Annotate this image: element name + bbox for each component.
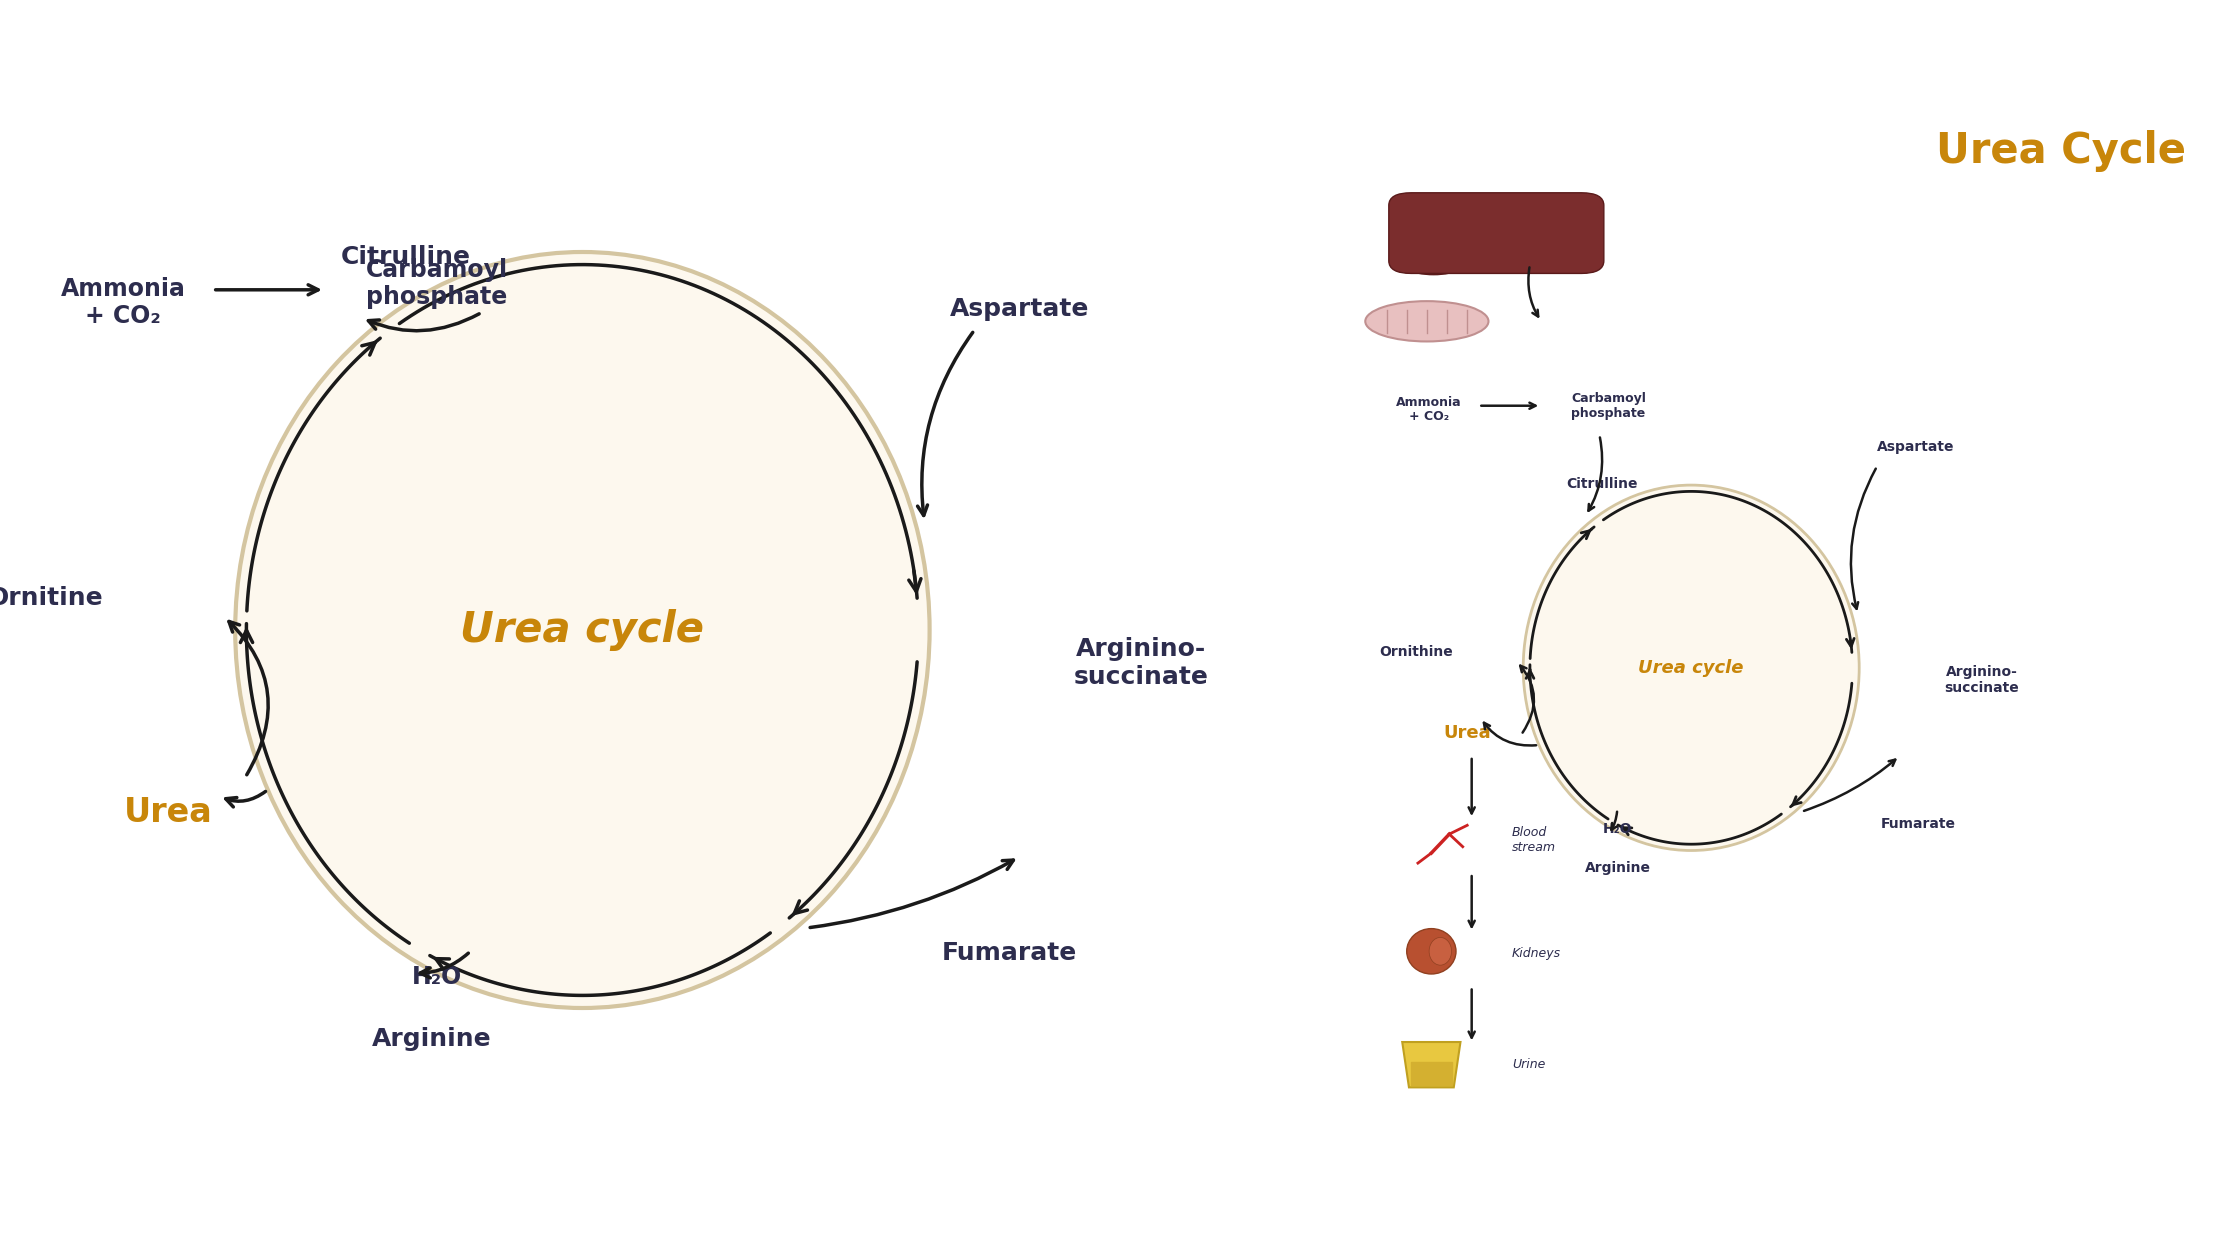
Text: Ammonia
+ CO₂: Ammonia + CO₂ <box>1396 396 1463 423</box>
Text: Urea: Urea <box>1443 724 1492 742</box>
Text: Kidneys: Kidneys <box>1512 948 1561 960</box>
Text: Arginine: Arginine <box>372 1027 491 1051</box>
Ellipse shape <box>1429 937 1452 965</box>
Text: Aspartate: Aspartate <box>950 296 1089 321</box>
Text: Carbamoyl
phosphate: Carbamoyl phosphate <box>365 257 508 310</box>
Text: Ornithine: Ornithine <box>1380 645 1454 659</box>
Ellipse shape <box>235 252 930 1008</box>
Text: Urine: Urine <box>1512 1058 1546 1071</box>
Text: Fumarate: Fumarate <box>941 941 1077 965</box>
Text: Urea cycle: Urea cycle <box>1637 659 1745 677</box>
Text: Blood
stream: Blood stream <box>1512 827 1557 854</box>
Text: Citrulline: Citrulline <box>1566 478 1637 491</box>
Polygon shape <box>1402 1042 1460 1087</box>
Text: Fumarate: Fumarate <box>1879 818 1956 832</box>
Ellipse shape <box>1523 485 1859 850</box>
Text: Citrulline: Citrulline <box>340 246 470 270</box>
Text: Arginino-
succinate: Arginino- succinate <box>1073 638 1210 689</box>
Text: Carbamoyl
phosphate: Carbamoyl phosphate <box>1570 392 1646 420</box>
FancyBboxPatch shape <box>1389 193 1604 273</box>
Text: Urea Cycle: Urea Cycle <box>1935 130 2186 173</box>
Ellipse shape <box>1393 237 1474 275</box>
Text: Ornitine: Ornitine <box>0 586 103 610</box>
Text: Aspartate: Aspartate <box>1877 440 1953 455</box>
Text: Ammonia
+ CO₂: Ammonia + CO₂ <box>60 276 186 329</box>
Text: H₂O: H₂O <box>412 964 461 989</box>
Text: H₂O: H₂O <box>1602 822 1633 837</box>
Text: Urea cycle: Urea cycle <box>461 609 703 651</box>
Text: Arginino-
succinate: Arginino- succinate <box>1944 665 2018 696</box>
Ellipse shape <box>1366 301 1487 341</box>
Text: Arginine: Arginine <box>1586 861 1651 874</box>
Ellipse shape <box>1407 929 1456 974</box>
Text: Urea: Urea <box>123 796 213 829</box>
